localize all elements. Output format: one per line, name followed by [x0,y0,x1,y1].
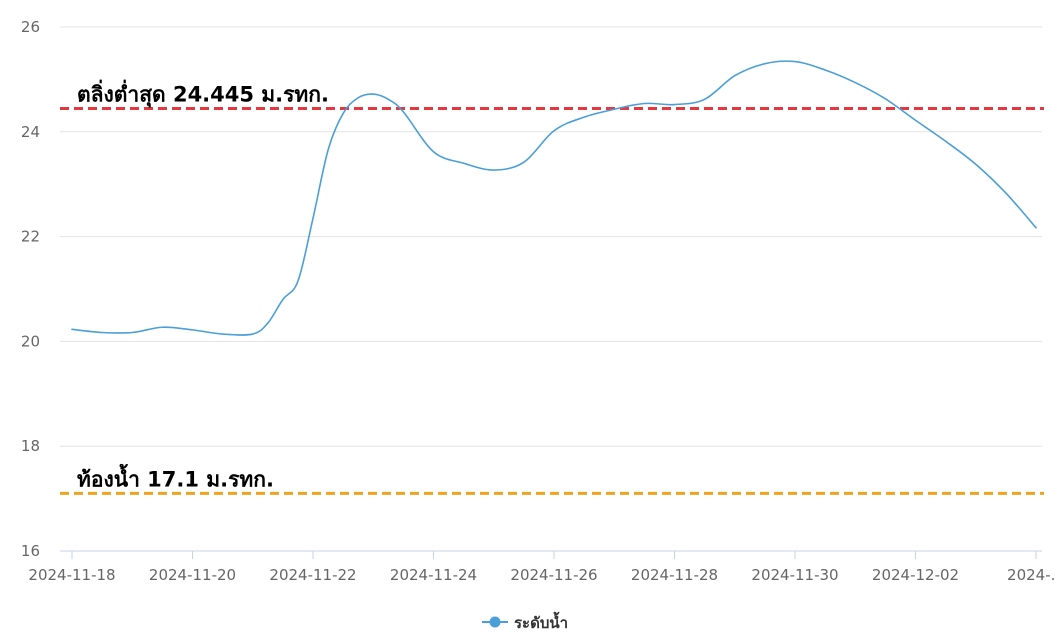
reference-line-label: ตลิ่งต่ำสุด 24.445 ม.รทก. [77,78,329,108]
x-axis: 2024-11-18 2024-11-20 2024-11-22 2024-11-24… [28,550,1056,584]
y-tick-label: 24 [21,123,40,141]
x-tick-label: 2024-11-24 [390,566,477,584]
x-tick-label: 2024-11-26 [510,566,597,584]
reference-line-label: ท้องน้ำ 17.1 ม.รทก. [77,463,274,491]
y-tick-label: 22 [21,228,40,246]
x-tick-label: 2024-11-20 [149,566,236,584]
y-axis-ticks: 16 18 20 22 24 26 [21,18,40,560]
y-tick-label: 16 [21,542,40,560]
grid-lines [60,26,1042,447]
x-tick-label: 2024-12-02 [872,566,959,584]
x-tick-label: 2024-11-30 [751,566,838,584]
y-tick-label: 26 [21,18,40,36]
legend-label: ระดับน้ำ [514,611,568,632]
series-line [71,60,1037,336]
reference-lines: ตลิ่งต่ำสุด 24.445 ม.รทก. ท้องน้ำ 17.1 ม.… [60,78,1044,495]
x-tick-label: 2024-11-22 [269,566,356,584]
series-layer [71,60,1037,336]
y-tick-label: 20 [21,332,40,350]
legend-marker [489,616,501,628]
legend[interactable]: ระดับน้ำ [482,611,568,632]
x-tick-label: 2024-... [1007,566,1056,584]
x-tick-label: 2024-11-18 [28,566,115,584]
y-tick-label: 18 [21,437,40,455]
x-tick-label: 2024-11-28 [631,566,718,584]
